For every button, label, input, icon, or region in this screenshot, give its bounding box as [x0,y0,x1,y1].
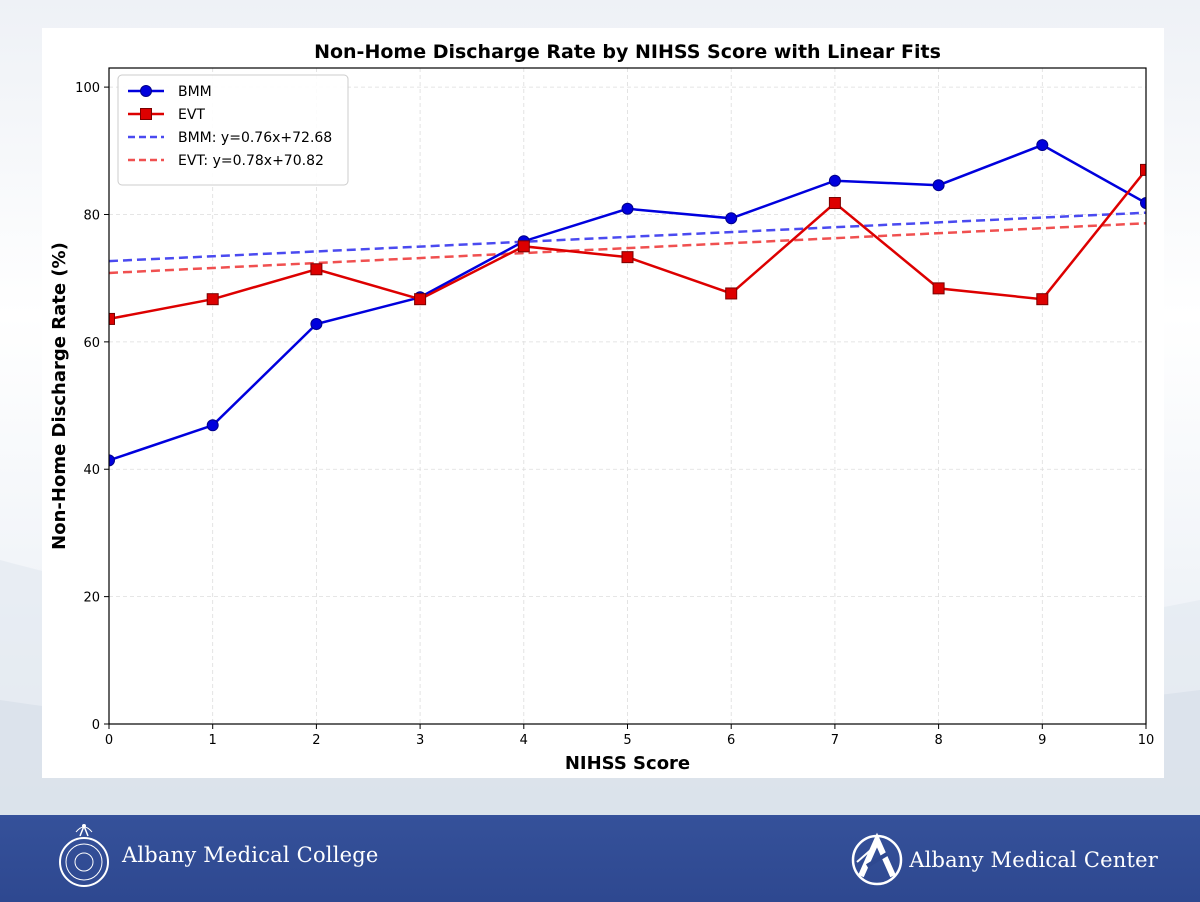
legend-label: BMM [178,84,212,100]
data-point [828,174,841,187]
data-point [621,202,634,215]
data-point [109,454,115,467]
data-point [725,212,738,225]
legend-label: EVT: y=0.78x+70.82 [178,153,324,169]
data-point [1140,163,1146,176]
legend-marker-circle [140,85,152,97]
albany-a-logo-icon [851,832,903,886]
center-name: Albany Medical Center [909,848,1158,872]
data-point [310,263,323,276]
x-axis-label: NIHSS Score [565,753,690,774]
y-tick-label: 80 [83,208,100,223]
x-tick-label: 7 [831,733,839,748]
fit-line-0 [108,211,1147,263]
y-tick-label: 40 [83,463,100,478]
college-name: Albany Medical College [122,843,379,867]
data-point [621,251,634,264]
legend-marker-square [140,108,152,120]
college-seal-icon [59,823,109,887]
footer-center: Albany Medical Center [851,828,1158,892]
x-tick-label: 0 [105,733,113,748]
x-tick-label: 9 [1038,733,1046,748]
data-point [310,318,323,331]
y-tick-label: 20 [83,591,100,606]
legend-label: EVT [178,107,205,123]
data-point [109,312,115,325]
chart-title: Non-Home Discharge Rate by NIHSS Score w… [314,41,941,63]
x-tick-label: 10 [1138,733,1155,748]
data-point [932,179,945,192]
y-tick-label: 100 [75,81,100,96]
y-tick-label: 0 [92,718,100,733]
x-tick-label: 6 [727,733,735,748]
data-point [1140,197,1146,210]
x-tick-label: 2 [312,733,320,748]
data-point [828,197,841,210]
y-tick-label: 60 [83,336,100,351]
legend-box [117,74,349,186]
x-tick-label: 5 [623,733,631,748]
legend-label: BMM: y=0.76x+72.68 [178,130,332,146]
x-tick-label: 4 [520,733,528,748]
legend: BMM EVT BMM: y=0.76x+72.68 EVT: y=0.78x+70.… [117,74,349,186]
y-axis-label: Non-Home Discharge Rate (%) [49,242,70,550]
footer-college: Albany Medical College [56,820,379,890]
data-point [414,293,427,306]
x-tick-label: 1 [209,733,217,748]
data-point [206,293,219,306]
x-tick-label: 8 [934,733,942,748]
data-point [206,419,219,432]
data-point [517,240,530,253]
chart-panel: 0 1 2 3 4 5 6 7 8 9 10 0 20 40 60 80 100 Non-Home Dischar… [42,28,1164,778]
fit-line-1 [108,222,1147,275]
footer-band [0,815,1200,902]
data-point [932,282,945,295]
data-point [1036,139,1049,152]
data-point [1036,293,1049,306]
series-evt [109,163,1146,325]
x-tick-label: 3 [416,733,424,748]
data-point [725,287,738,300]
